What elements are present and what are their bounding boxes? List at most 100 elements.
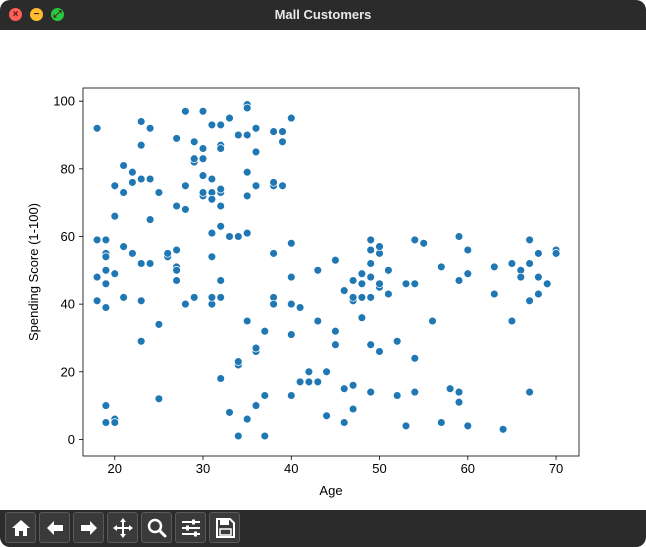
- data-point: [339, 418, 349, 427]
- data-point: [313, 377, 323, 387]
- data-point: [287, 113, 296, 123]
- data-point: [145, 174, 155, 184]
- data-point: [154, 188, 164, 197]
- home-button[interactable]: [5, 512, 36, 543]
- data-point: [181, 107, 190, 116]
- close-window-button[interactable]: ×: [9, 8, 22, 21]
- data-point: [101, 279, 111, 289]
- data-point: [242, 167, 252, 177]
- x-axis-label: Age: [319, 483, 342, 498]
- data-point: [339, 384, 349, 393]
- data-point: [366, 387, 375, 397]
- data-point: [119, 188, 128, 197]
- back-button[interactable]: [39, 512, 70, 543]
- data-point: [295, 303, 305, 312]
- maximize-window-button[interactable]: ⤢: [51, 8, 64, 21]
- data-point: [260, 326, 270, 336]
- data-point: [251, 124, 261, 133]
- data-point: [534, 289, 543, 299]
- data-point: [216, 276, 225, 285]
- data-point: [198, 107, 208, 116]
- data-point: [110, 211, 120, 221]
- data-point: [348, 293, 358, 302]
- forward-arrow-icon: [81, 521, 97, 535]
- data-point: [437, 262, 446, 272]
- configure-subplots-button[interactable]: [175, 512, 206, 543]
- data-point: [313, 316, 323, 326]
- minimize-icon: −: [33, 9, 40, 20]
- data-point: [101, 235, 111, 245]
- data-point: [463, 269, 473, 278]
- data-point: [234, 357, 243, 366]
- data-point: [260, 431, 270, 441]
- data-point: [198, 188, 208, 197]
- data-point: [348, 404, 358, 414]
- data-point: [136, 337, 146, 346]
- x-tick-label: 30: [196, 461, 210, 476]
- save-button[interactable]: [209, 512, 240, 543]
- back-arrow-icon: [47, 521, 63, 535]
- data-point: [357, 313, 367, 322]
- figure-canvas[interactable]: 20 30 40 50 60 70 0 20 40 60 80 100 Age Spending S…: [0, 30, 646, 510]
- x-tick-label: 60: [461, 461, 475, 476]
- data-point: [392, 391, 402, 400]
- data-point: [101, 418, 111, 427]
- data-point: [110, 181, 120, 191]
- data-point: [136, 259, 146, 268]
- data-point: [287, 272, 296, 282]
- data-point: [287, 299, 296, 309]
- data-point: [101, 401, 111, 410]
- data-point: [225, 408, 234, 417]
- data-point: [463, 245, 473, 255]
- data-point: [419, 239, 428, 248]
- forward-button[interactable]: [73, 512, 104, 543]
- data-point: [366, 259, 375, 268]
- data-point: [251, 343, 261, 353]
- data-point: [92, 124, 102, 133]
- data-point: [322, 367, 331, 377]
- data-point: [154, 320, 164, 329]
- fullscreen-icon: ⤢: [53, 9, 62, 20]
- y-tick-label: 80: [61, 161, 75, 176]
- data-point: [154, 394, 164, 404]
- data-point: [216, 184, 225, 194]
- data-point: [251, 401, 261, 410]
- data-point: [207, 195, 217, 204]
- data-point: [542, 279, 552, 289]
- zoom-button[interactable]: [141, 512, 172, 543]
- data-point: [119, 293, 128, 302]
- y-tick-label: 60: [61, 229, 75, 244]
- data-point: [375, 242, 384, 251]
- data-point: [136, 296, 146, 306]
- data-point: [189, 137, 199, 147]
- data-point: [287, 239, 296, 248]
- navigation-toolbar: [0, 510, 646, 547]
- data-point: [392, 337, 402, 346]
- data-point: [507, 259, 517, 268]
- pan-button[interactable]: [107, 512, 138, 543]
- data-point: [304, 367, 314, 377]
- data-point: [410, 279, 420, 289]
- zoom-icon: [147, 518, 167, 538]
- data-point: [357, 293, 367, 302]
- data-point: [269, 299, 278, 309]
- data-point: [490, 289, 499, 299]
- data-point: [198, 171, 208, 180]
- data-point: [375, 279, 384, 289]
- data-point: [287, 330, 296, 339]
- data-point: [516, 272, 526, 282]
- data-point: [101, 252, 111, 262]
- data-point: [110, 418, 120, 427]
- data-point: [181, 205, 190, 214]
- data-point: [454, 276, 464, 285]
- data-point: [366, 340, 375, 349]
- data-point: [225, 232, 234, 241]
- minimize-window-button[interactable]: −: [30, 8, 43, 21]
- y-axis-label: Spending Score (1-100): [26, 203, 41, 341]
- data-point: [384, 289, 393, 299]
- data-point: [507, 316, 517, 326]
- data-point: [428, 316, 437, 326]
- data-point: [278, 137, 287, 147]
- y-tick-label: 40: [61, 297, 75, 312]
